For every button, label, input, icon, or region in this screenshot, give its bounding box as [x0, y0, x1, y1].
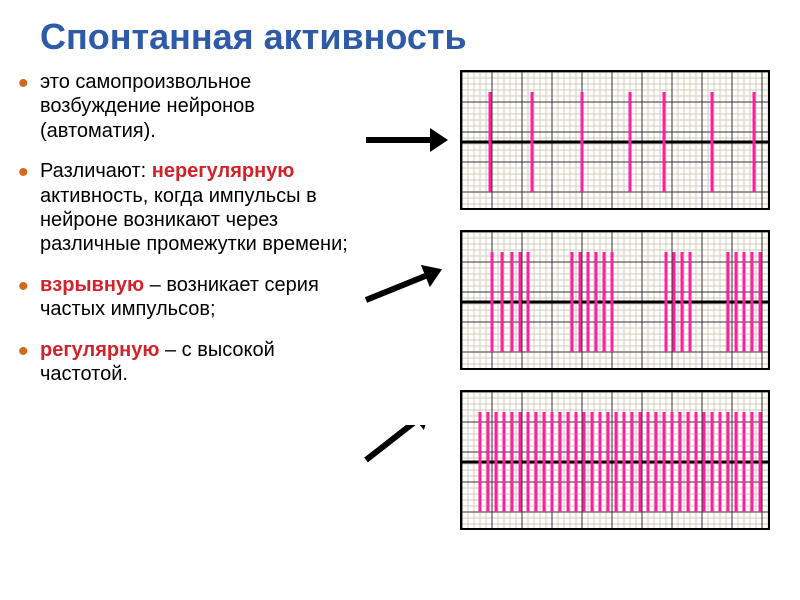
bullet-text: Различают:: [40, 160, 152, 182]
bullet-text: взрывную: [40, 274, 144, 296]
spike-svg: [462, 72, 770, 210]
figure-row: [358, 230, 778, 370]
bullet-marker: •: [18, 334, 29, 371]
spike-panel-burst: [460, 230, 770, 370]
spike-svg: [462, 392, 770, 530]
bullet-text: регулярную: [40, 339, 159, 361]
text-column: • это самопроизвольное возбуждение нейрон…: [18, 70, 358, 402]
page-title: Спонтанная активность: [0, 0, 800, 70]
spike-panel-irregular: [460, 70, 770, 210]
spike-panel-regular: [460, 390, 770, 530]
arrow-icon: [358, 265, 454, 335]
bullet-marker: •: [18, 155, 29, 192]
figure-row: [358, 390, 778, 530]
bullet-item: •Различают: нерегулярную активность, ког…: [18, 159, 350, 257]
bullet-text: это самопроизвольное возбуждение нейроно…: [40, 71, 255, 142]
bullet-item: • регулярную – с высокой частотой.: [18, 338, 350, 387]
content-row: • это самопроизвольное возбуждение нейрон…: [0, 70, 800, 530]
bullet-marker: •: [18, 269, 29, 306]
arrow-box: [358, 105, 454, 175]
figure-column: [358, 70, 778, 530]
bullet-text: нерегулярную: [152, 160, 295, 182]
arrow-box: [358, 265, 454, 335]
bullet-text: активность, когда импульсы в нейроне воз…: [40, 185, 348, 256]
bullet-item: •взрывную – возникает серия частых импул…: [18, 273, 350, 322]
arrow-icon: [358, 425, 454, 495]
arrow-icon: [358, 105, 454, 175]
bullet-list: • это самопроизвольное возбуждение нейрон…: [18, 70, 350, 386]
bullet-marker: •: [18, 66, 29, 103]
bullet-item: •это самопроизвольное возбуждение нейрон…: [18, 70, 350, 143]
spike-svg: [462, 232, 770, 370]
figure-row: [358, 70, 778, 210]
arrow-box: [358, 425, 454, 495]
